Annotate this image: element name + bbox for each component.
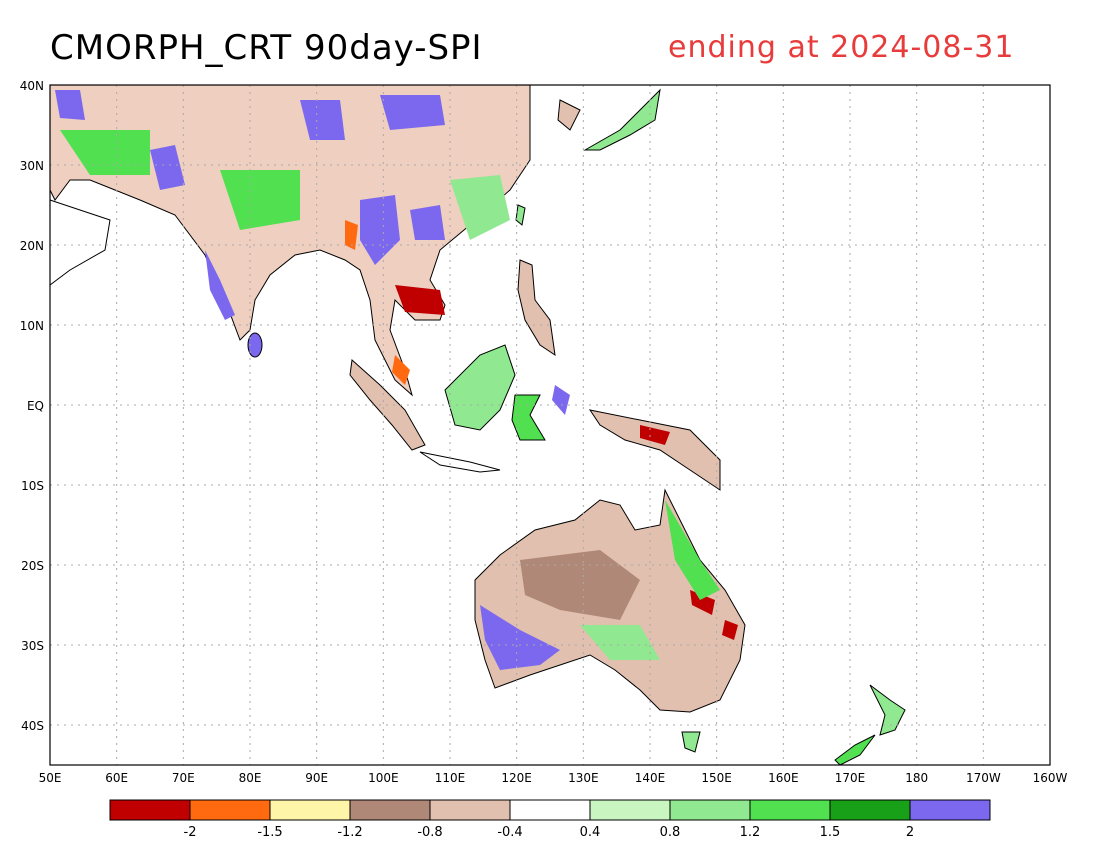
legend-label: 0.4	[580, 825, 601, 840]
lat-tick-label: 40N	[20, 79, 44, 93]
longitude-labels: 50E 60E 70E 80E 90E 100E 110E 120E 130E 140E 150E 1…	[39, 771, 1068, 785]
lon-tick-label: 130E	[568, 771, 599, 785]
legend-label: 2	[906, 825, 914, 840]
lat-tick-label: 10N	[20, 319, 44, 333]
lat-tick-label: 20N	[20, 239, 44, 253]
lat-tick-label: 30N	[20, 159, 44, 173]
legend-swatch	[429, 799, 511, 821]
lon-tick-label: 160E	[768, 771, 799, 785]
lon-tick-label: 170W	[966, 771, 1001, 785]
color-legend: -2 -1.5 -1.2 -0.8 -0.4 0.4 0.8 1.2 1.5 2	[109, 799, 991, 840]
lon-tick-label: 140E	[635, 771, 666, 785]
lon-tick-label: 110E	[435, 771, 466, 785]
legend-swatch	[109, 799, 191, 821]
lon-tick-label: 180	[905, 771, 928, 785]
map-grid	[50, 85, 1050, 765]
legend-swatch	[829, 799, 911, 821]
lon-tick-label: 160W	[1033, 771, 1068, 785]
legend-swatch	[909, 799, 991, 821]
legend-swatch	[749, 799, 831, 821]
lat-tick-label: 30S	[21, 639, 44, 653]
map-subtitle: ending at 2024-08-31	[668, 30, 1015, 65]
legend-swatch	[189, 799, 271, 821]
legend-swatch	[349, 799, 431, 821]
lat-tick-label: 20S	[21, 559, 44, 573]
latitude-labels: 40N 30N 20N 10N EQ 10S 20S 30S 40S	[20, 79, 44, 733]
lon-tick-label: 150E	[701, 771, 732, 785]
legend-label: 1.2	[740, 825, 761, 840]
lat-tick-label: 10S	[21, 479, 44, 493]
spi-anomaly-patches	[55, 90, 738, 670]
legend-label: -2	[184, 825, 197, 840]
lat-tick-label: EQ	[27, 399, 44, 413]
legend-swatch	[509, 799, 591, 821]
lon-tick-label: 90E	[305, 771, 328, 785]
legend-label: -1.5	[257, 825, 282, 840]
legend-swatch	[589, 799, 671, 821]
legend-swatch	[269, 799, 351, 821]
lon-tick-label: 170E	[835, 771, 866, 785]
map-title: CMORPH_CRT 90day-SPI	[50, 28, 483, 68]
lon-tick-label: 50E	[39, 771, 62, 785]
lat-tick-label: 40S	[21, 719, 44, 733]
legend-label: -0.8	[417, 825, 442, 840]
lon-tick-label: 70E	[172, 771, 195, 785]
lon-tick-label: 60E	[105, 771, 128, 785]
legend-label: 1.5	[820, 825, 841, 840]
legend-label: -0.4	[497, 825, 522, 840]
lon-tick-label: 80E	[239, 771, 262, 785]
lon-tick-label: 100E	[368, 771, 399, 785]
legend-label: 0.8	[660, 825, 681, 840]
legend-swatch	[669, 799, 751, 821]
map-frame	[49, 84, 1051, 766]
legend-label: -1.2	[337, 825, 362, 840]
lon-tick-label: 120E	[501, 771, 532, 785]
